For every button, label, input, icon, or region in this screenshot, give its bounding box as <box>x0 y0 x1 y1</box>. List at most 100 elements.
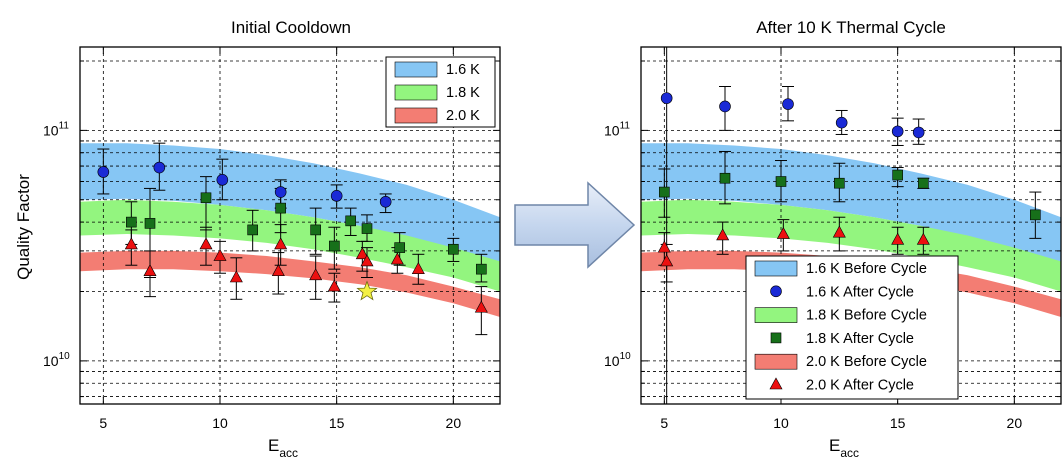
y-tick-label: 1011 <box>604 120 630 138</box>
y-tick-label: 1010 <box>604 351 631 369</box>
x-tick-label: 10 <box>773 415 789 431</box>
x-tick-label: 5 <box>660 415 668 431</box>
data-point-square <box>126 216 137 228</box>
band-16K <box>80 143 500 266</box>
x-axis-label-right: Eacc <box>829 436 859 460</box>
data-point-circle <box>274 186 287 198</box>
data-point-triangle <box>891 232 905 245</box>
panel-after-thermal-cycle: After 10 K Thermal Cycle 5 10 15 20 1010 1011… <box>604 18 1062 460</box>
legend-label: 1.8 K After Cycle <box>806 331 914 347</box>
star-marker <box>356 280 378 301</box>
data-point-square <box>275 202 286 214</box>
legend-label: 2.0 K After Cycle <box>806 378 914 394</box>
data-point-triangle <box>271 264 285 276</box>
legend-marker-triangle <box>769 377 783 390</box>
plot-frame-left <box>79 46 501 405</box>
data-point-square <box>448 243 459 255</box>
plot-frame-right <box>640 46 1062 405</box>
data-point-square <box>834 177 845 189</box>
data-point-circle <box>379 195 392 208</box>
data-point-square <box>361 223 373 234</box>
data-point-circle <box>782 98 794 110</box>
data-point-circle <box>216 174 229 186</box>
data-point-triangle <box>213 248 227 261</box>
data-point-square <box>659 186 670 198</box>
data-point-triangle <box>309 268 323 281</box>
legend-label: 1.8 K <box>446 85 480 101</box>
legend-marker-circle <box>770 285 782 298</box>
x-tick-label: 5 <box>99 415 107 431</box>
data-point-circle <box>912 126 925 139</box>
x-tick-label: 20 <box>1007 415 1023 431</box>
data-point-triangle <box>474 300 488 313</box>
data-point-square <box>329 240 340 252</box>
data-point-circle <box>660 92 673 104</box>
chart-title-right: After 10 K Thermal Cycle <box>756 18 946 37</box>
right-arrow-icon <box>514 181 636 269</box>
band-16K <box>641 143 1061 266</box>
legend-swatch <box>394 84 438 101</box>
x-tick-label: 15 <box>890 415 906 431</box>
data-point-square <box>775 176 787 187</box>
data-point-triangle <box>199 237 213 250</box>
data-point-triangle <box>360 254 374 267</box>
band-18K <box>80 199 500 292</box>
data-point-square <box>892 169 903 181</box>
x-axis-label-sub: acc <box>840 446 859 460</box>
data-point-triangle <box>832 225 846 238</box>
x-axis-label-main: E <box>829 436 840 455</box>
data-point-triangle <box>716 228 730 241</box>
legend-swatch <box>394 61 438 78</box>
data-point-triangle <box>355 247 369 260</box>
legend-label: 1.8 K Before Cycle <box>806 308 927 324</box>
data-point-square <box>200 192 212 204</box>
data-point-square <box>310 224 321 236</box>
x-axis-label-left: Eacc <box>268 436 298 460</box>
legend-swatch <box>394 107 438 124</box>
data-point-square <box>345 215 356 227</box>
chart-title-left: Initial Cooldown <box>231 18 351 37</box>
data-point-square <box>719 172 731 184</box>
data-point-triangle <box>274 237 288 250</box>
y-tick-label: 1010 <box>43 351 70 369</box>
data-point-circle <box>153 161 166 174</box>
data-point-triangle <box>229 270 243 283</box>
data-point-circle <box>891 125 904 138</box>
data-point-triangle <box>390 252 404 265</box>
legend-swatch <box>754 307 798 323</box>
data-point-square <box>144 218 156 229</box>
legend-marker-square <box>770 332 782 344</box>
legend-swatch <box>754 260 798 277</box>
x-axis-label-sub: acc <box>279 446 298 460</box>
band-18K <box>641 199 1061 292</box>
panel-initial-cooldown: Initial Cooldown 5 10 15 20 1010 1011 Quality… <box>14 18 501 460</box>
data-point-circle <box>719 100 731 113</box>
data-point-triangle <box>124 237 138 250</box>
data-point-circle <box>97 166 110 178</box>
data-point-square <box>918 177 929 189</box>
data-point-circle <box>330 190 343 202</box>
legend-label: 1.6 K After Cycle <box>806 284 914 300</box>
legend-swatch <box>754 353 798 370</box>
data-point-triangle <box>327 279 341 292</box>
data-point-square <box>247 224 258 236</box>
data-point-triangle <box>660 254 674 267</box>
data-point-triangle <box>411 262 425 274</box>
data-point-triangle <box>143 264 157 276</box>
data-point-circle <box>835 116 848 129</box>
band-20K <box>80 250 500 317</box>
data-point-square <box>476 263 487 275</box>
x-tick-label: 15 <box>329 415 345 431</box>
x-axis-label-main: E <box>268 436 279 455</box>
legend-label: 1.6 K <box>446 62 480 78</box>
legend-label: 1.6 K Before Cycle <box>806 261 927 277</box>
x-tick-label: 10 <box>212 415 228 431</box>
data-point-square <box>394 242 405 253</box>
data-point-triangle <box>916 232 930 245</box>
data-point-triangle <box>776 226 790 239</box>
y-axis-label: Quality Factor <box>14 174 33 280</box>
legend-box <box>745 255 959 400</box>
y-tick-label: 1011 <box>43 120 69 138</box>
data-point-square <box>1030 209 1041 221</box>
